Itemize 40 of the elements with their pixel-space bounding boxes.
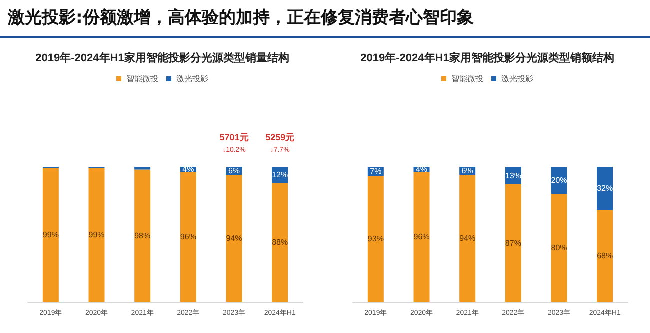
data-label: 80% bbox=[551, 244, 568, 252]
data-label: 88% bbox=[272, 238, 288, 248]
legend-label: 激光投影 bbox=[176, 74, 208, 84]
data-label: 6% bbox=[228, 166, 240, 176]
data-label: 99% bbox=[88, 230, 105, 240]
data-label: 6% bbox=[462, 166, 474, 176]
bar bbox=[505, 184, 522, 302]
bar bbox=[597, 210, 614, 302]
chart-title: 2019年-2024年H1家用智能投影分光源类型销量结构 bbox=[36, 52, 290, 64]
data-label: 68% bbox=[597, 252, 614, 261]
bar bbox=[88, 168, 105, 302]
legend-label: 智能微投 bbox=[126, 74, 158, 84]
text: 激光投影:份额激增，高体验的加持，正在修复消费者心智印象 bbox=[8, 7, 474, 29]
data-label: 87% bbox=[505, 238, 522, 248]
data-label: 32% bbox=[597, 184, 614, 194]
data-label: 20% bbox=[551, 176, 568, 185]
legend-label: 激光投影 bbox=[502, 74, 534, 84]
data-label: 96% bbox=[180, 232, 196, 242]
data-label: 98% bbox=[134, 231, 151, 240]
legend-label: 智能微投 bbox=[452, 74, 484, 84]
bar bbox=[180, 172, 196, 302]
data-label: 13% bbox=[505, 171, 522, 180]
data-label: 94% bbox=[460, 234, 476, 244]
data-label: 99% bbox=[42, 230, 59, 240]
bar bbox=[460, 175, 476, 302]
bar bbox=[414, 172, 430, 302]
data-label: 96% bbox=[414, 232, 430, 242]
chart-title: 2019年-2024年H1家用智能投影分光源类型销额结构 bbox=[360, 52, 614, 64]
bar bbox=[368, 176, 384, 302]
bar bbox=[42, 168, 59, 302]
data-label: 94% bbox=[226, 234, 242, 244]
bar bbox=[551, 194, 568, 302]
data-label: 93% bbox=[368, 234, 384, 244]
bar bbox=[272, 183, 288, 302]
data-label: 7% bbox=[370, 167, 382, 176]
bar bbox=[597, 167, 614, 210]
bar bbox=[134, 167, 151, 170]
data-label: 12% bbox=[272, 170, 288, 180]
bar bbox=[226, 175, 242, 302]
bar bbox=[134, 170, 151, 302]
